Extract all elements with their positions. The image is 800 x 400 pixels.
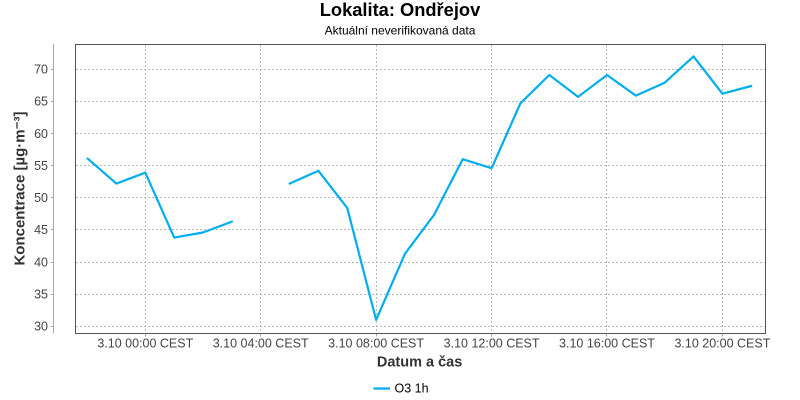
svg-text:Datum a čas: Datum a čas [377, 355, 462, 371]
svg-text:3.10 20:00 CEST: 3.10 20:00 CEST [674, 337, 770, 351]
svg-text:Aktuální neverifikovaná data: Aktuální neverifikovaná data [325, 24, 476, 38]
svg-text:3.10 00:00 CEST: 3.10 00:00 CEST [97, 337, 193, 351]
svg-text:3.10 12:00 CEST: 3.10 12:00 CEST [444, 337, 540, 351]
svg-text:45: 45 [34, 223, 48, 237]
svg-text:55: 55 [34, 159, 48, 173]
svg-text:30: 30 [34, 320, 48, 334]
svg-text:3.10 04:00 CEST: 3.10 04:00 CEST [213, 337, 309, 351]
svg-text:65: 65 [34, 95, 48, 109]
svg-text:3.10 16:00 CEST: 3.10 16:00 CEST [559, 337, 655, 351]
svg-text:3.10 08:00 CEST: 3.10 08:00 CEST [328, 337, 424, 351]
svg-text:50: 50 [34, 191, 48, 205]
svg-text:40: 40 [34, 255, 48, 269]
svg-text:O3 1h: O3 1h [395, 382, 429, 396]
svg-text:60: 60 [34, 127, 48, 141]
svg-text:70: 70 [34, 63, 48, 77]
svg-text:Lokalita: Ondřejov: Lokalita: Ondřejov [320, 0, 481, 20]
svg-text:Koncentrace [µg·m⁻³]: Koncentrace [µg·m⁻³] [12, 111, 29, 265]
svg-text:35: 35 [34, 288, 48, 302]
